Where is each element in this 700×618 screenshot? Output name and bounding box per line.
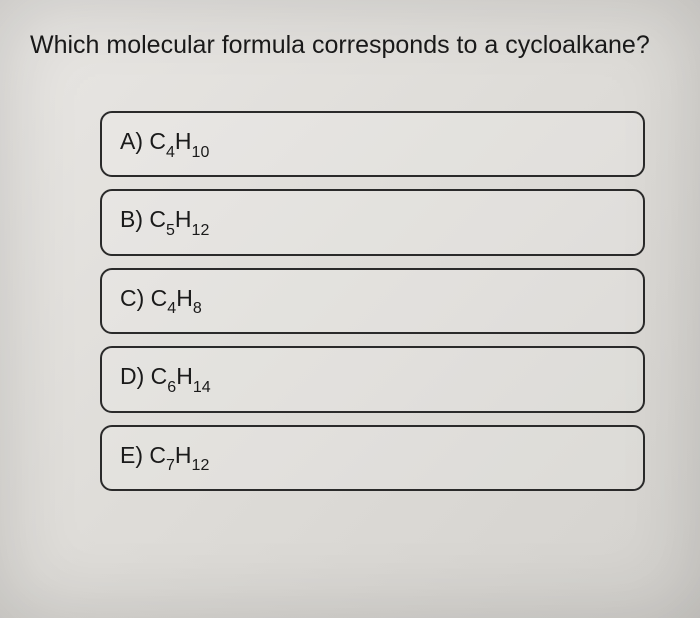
subscript-2: 12 [192,457,210,474]
subscript-1: 6 [167,379,176,396]
option-e[interactable]: E) C7H12 [100,425,645,491]
option-b[interactable]: B) C5H12 [100,189,645,255]
option-formula: C5H12 [149,206,209,232]
element-c: C [151,285,168,311]
subscript-1: 7 [166,457,175,474]
element-h: H [176,363,193,389]
option-letter: D) [120,363,144,389]
option-letter: B) [120,206,143,232]
subscript-2: 8 [193,300,202,317]
option-formula: C4H8 [151,285,202,311]
subscript-1: 5 [166,222,175,239]
element-h: H [175,442,192,468]
option-letter: E) [120,442,143,468]
element-c: C [151,363,168,389]
options-container: A) C4H10 B) C5H12 C) C4H8 D) C6H14 E) C7… [100,111,645,491]
option-formula: C7H12 [149,442,209,468]
element-c: C [149,128,166,154]
option-c[interactable]: C) C4H8 [100,268,645,334]
option-a[interactable]: A) C4H10 [100,111,645,177]
subscript-2: 10 [192,144,210,161]
question-text: Which molecular formula corresponds to a… [30,28,670,63]
element-h: H [175,128,192,154]
option-formula: C4H10 [149,128,209,154]
subscript-2: 14 [193,379,211,396]
element-c: C [149,442,166,468]
option-letter: C) [120,285,144,311]
option-letter: A) [120,128,143,154]
option-formula: C6H14 [151,363,211,389]
element-c: C [149,206,166,232]
element-h: H [175,206,192,232]
subscript-2: 12 [192,222,210,239]
option-d[interactable]: D) C6H14 [100,346,645,412]
subscript-1: 4 [167,300,176,317]
element-h: H [176,285,193,311]
subscript-1: 4 [166,144,175,161]
